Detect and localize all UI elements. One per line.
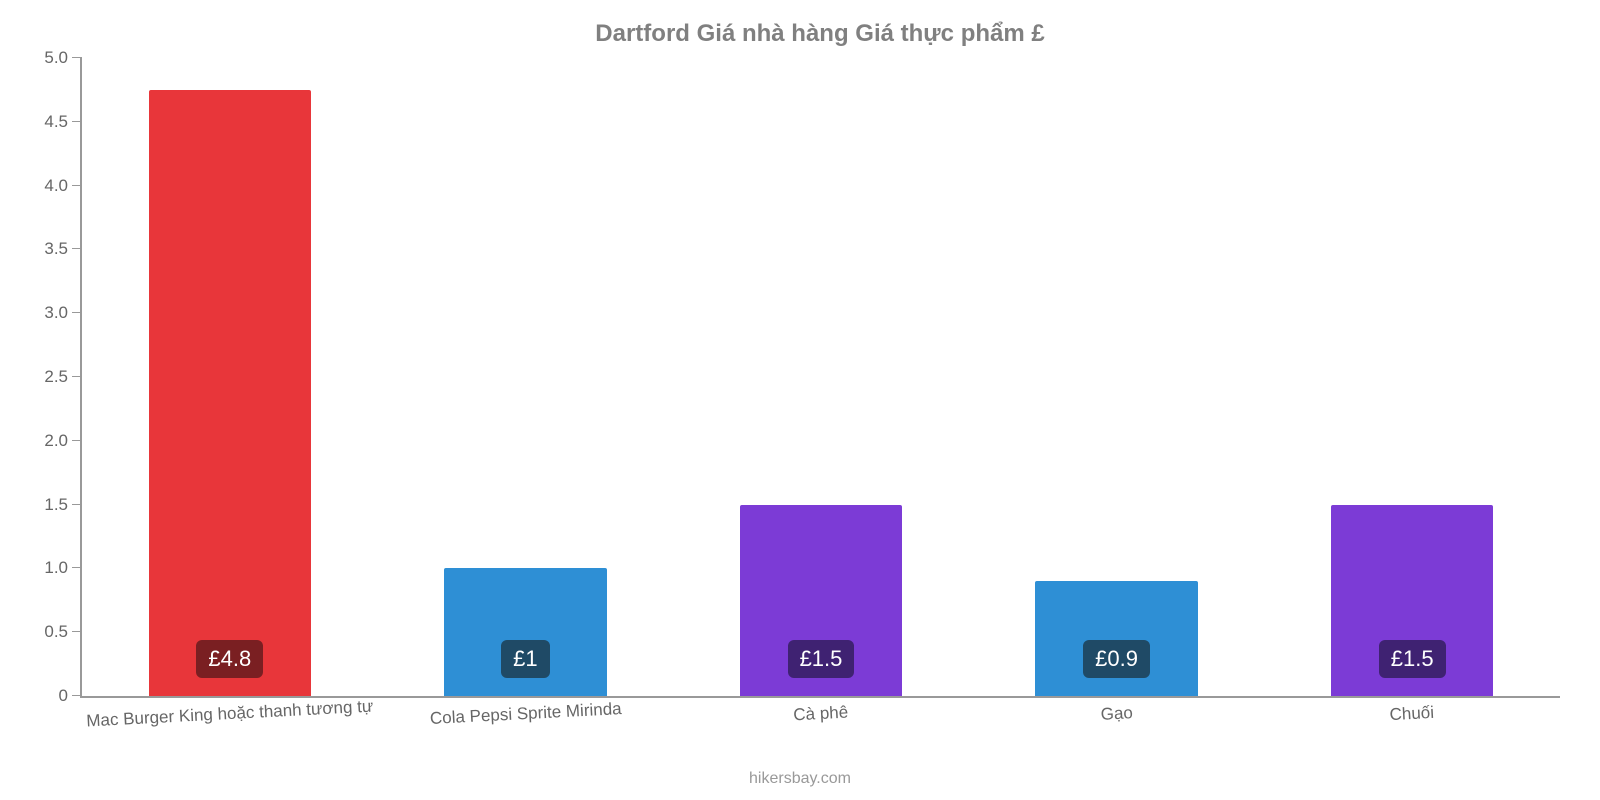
bar-slot: £1.5 xyxy=(673,58,969,696)
y-tick-label: 5.0 xyxy=(44,48,82,68)
bar-value-label: £4.8 xyxy=(196,640,263,678)
bars-row: £4.8 £1 £1.5 £0.9 £1.5 xyxy=(82,58,1560,696)
x-axis-label: Mac Burger King hoặc thanh tương tự xyxy=(82,696,378,731)
y-tick-label: 3.5 xyxy=(44,239,82,259)
bar-value-label: £1 xyxy=(501,640,549,678)
y-tick-label: 0.5 xyxy=(44,622,82,642)
x-axis-label: Cola Pepsi Sprite Mirinda xyxy=(377,696,673,731)
x-axis-labels: Mac Burger King hoặc thanh tương tựCola … xyxy=(82,704,1560,724)
chart-title: Dartford Giá nhà hàng Giá thực phẩm £ xyxy=(80,20,1560,48)
y-tick-label: 4.0 xyxy=(44,176,82,196)
bar-slot: £0.9 xyxy=(969,58,1265,696)
bar-slot: £1 xyxy=(378,58,674,696)
bar-value-label: £1.5 xyxy=(1379,640,1446,678)
bar: £4.8 xyxy=(149,90,312,696)
y-tick-label: 2.5 xyxy=(44,367,82,387)
y-tick-label: 3.0 xyxy=(44,303,82,323)
y-tick-label: 1.5 xyxy=(44,495,82,515)
bar-slot: £1.5 xyxy=(1264,58,1560,696)
bar: £0.9 xyxy=(1035,581,1198,696)
y-tick-label: 1.0 xyxy=(44,558,82,578)
x-axis-label: Gạo xyxy=(968,696,1264,731)
y-tick-label: 2.0 xyxy=(44,431,82,451)
y-tick-label: 0 xyxy=(59,686,82,706)
y-tick-label: 4.5 xyxy=(44,112,82,132)
bar: £1 xyxy=(444,568,607,696)
bar: £1.5 xyxy=(1331,505,1494,696)
plot-area: £4.8£1£1.5£0.9£1.5 Mac Burger King hoặc … xyxy=(80,58,1560,698)
chart-container: Dartford Giá nhà hàng Giá thực phẩm £ £4… xyxy=(0,0,1600,800)
bar-value-label: £1.5 xyxy=(788,640,855,678)
bar-value-label: £0.9 xyxy=(1083,640,1150,678)
attribution-text: hikersbay.com xyxy=(0,770,1600,788)
x-axis-label: Cà phê xyxy=(673,696,969,731)
bar-slot: £4.8 xyxy=(82,58,378,696)
x-axis-label: Chuối xyxy=(1264,696,1560,731)
bar: £1.5 xyxy=(740,505,903,696)
